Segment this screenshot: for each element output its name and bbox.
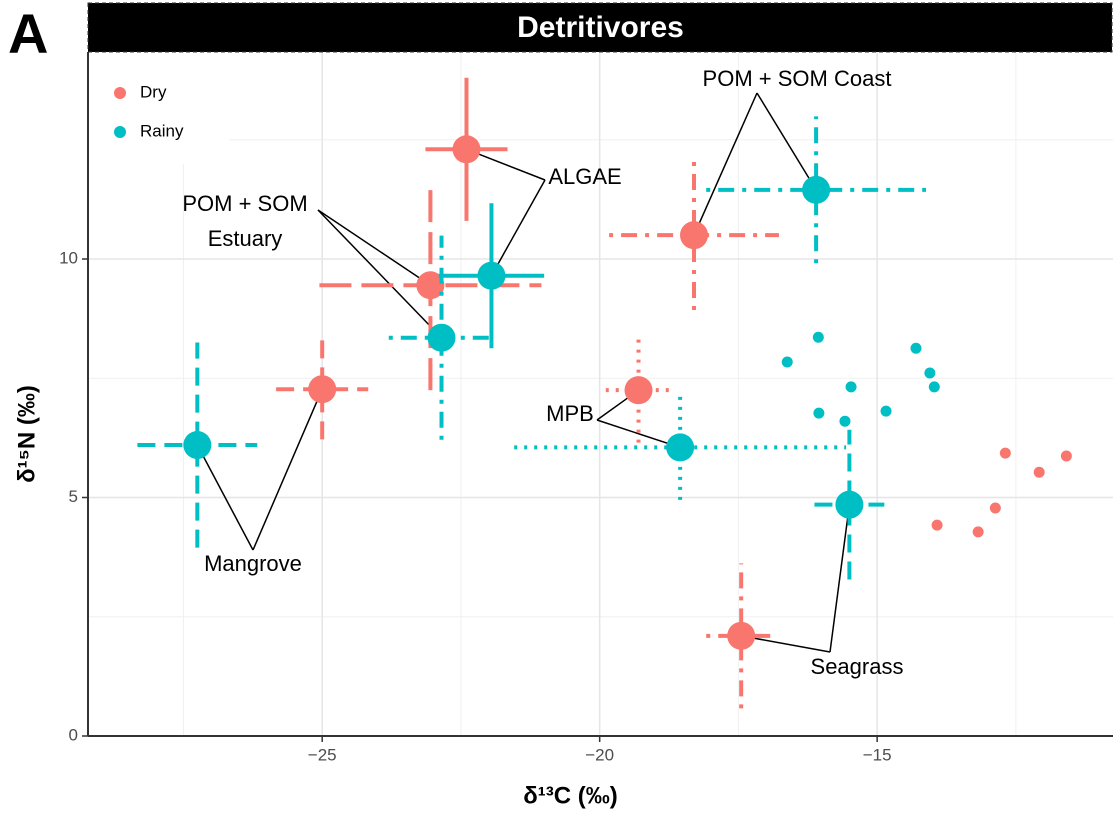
consumer-point [931,519,943,531]
leader-line [252,388,323,551]
annotation: Seagrass [811,654,904,679]
x-axis-title: δ¹³C (‰) [523,782,618,809]
source-point [427,323,456,352]
leader-line [490,179,546,277]
consumer-point [812,331,824,343]
y-tick-label: 0 [69,725,78,744]
annotation: Estuary [208,226,283,251]
leader-line [756,92,817,191]
x-tick-label: −20 [585,745,614,764]
consumer-point [1033,466,1045,478]
source-point [835,490,864,519]
leader-line [596,419,681,449]
annotation: POM + SOM Coast [703,66,892,91]
leader-line [317,209,443,339]
consumer-point [781,356,793,368]
source-point [477,261,506,290]
source-point [624,376,653,405]
y-axis-title: δ¹⁵N (‰) [13,385,40,483]
legend-label: Dry [140,82,167,101]
consumer-point [989,502,1001,514]
leader-line [317,209,431,286]
legend-swatch [114,126,126,138]
source-point [308,375,337,404]
consumer-point [972,526,984,538]
legend-box [89,54,229,164]
leader-line [829,504,851,653]
source-point [183,431,212,460]
annotation: Mangrove [204,551,302,576]
consumer-point [813,407,825,419]
annotation: MPB [546,401,594,426]
consumer-point [1060,450,1072,462]
source-point [452,135,481,164]
consumer-point [999,447,1011,459]
y-tick-label: 10 [59,248,78,267]
x-tick-label: −25 [308,745,337,764]
source-point [727,621,756,650]
legend-swatch [114,87,126,99]
annotation: POM + SOM [182,191,307,216]
x-tick-label: −15 [863,745,892,764]
leader-line [741,635,831,653]
consumer-point [910,342,922,354]
title-strip [87,2,1113,53]
source-point [802,175,831,204]
leader-line [693,92,758,236]
source-point [666,433,695,462]
consumer-point [839,415,851,427]
leader-line [466,148,546,181]
leader-line [196,444,254,551]
consumer-point [845,381,857,393]
legend-label: Rainy [140,121,184,140]
annotation: ALGAE [548,164,621,189]
consumer-point [880,405,892,417]
chart-title: Detritivores [517,11,684,44]
consumer-point [928,381,940,393]
panel-label: A [8,2,48,65]
consumer-point [924,367,936,379]
source-point [680,221,709,250]
source-point [416,271,445,300]
y-tick-label: 5 [69,487,78,506]
